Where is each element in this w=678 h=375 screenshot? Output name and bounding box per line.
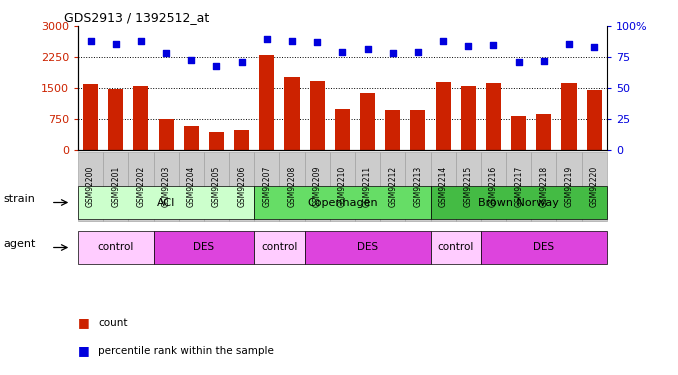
Text: ■: ■	[78, 316, 89, 329]
Text: GSM92218: GSM92218	[540, 166, 549, 207]
Bar	[461, 86, 476, 150]
Text: GSM92211: GSM92211	[363, 166, 372, 207]
Bar	[536, 114, 551, 150]
Bar	[108, 88, 123, 150]
Text: GSM92213: GSM92213	[414, 166, 422, 207]
Bar	[310, 81, 325, 150]
Text: GSM92215: GSM92215	[464, 166, 473, 207]
Text: Copenhagen: Copenhagen	[307, 198, 378, 207]
Point	[362, 45, 373, 51]
Bar	[435, 82, 451, 150]
Text: GSM92204: GSM92204	[187, 166, 196, 207]
Text: control: control	[261, 243, 298, 252]
Text: GSM92202: GSM92202	[136, 166, 145, 207]
Text: DES: DES	[193, 243, 214, 252]
Point	[387, 51, 398, 57]
Point	[161, 51, 172, 57]
Bar	[259, 55, 275, 150]
Text: ■: ■	[78, 344, 89, 357]
Bar	[360, 93, 375, 150]
Point	[85, 38, 96, 44]
Bar	[285, 77, 300, 150]
Text: control: control	[98, 243, 134, 252]
Point	[211, 63, 222, 69]
Text: control: control	[437, 243, 474, 252]
Point	[538, 58, 549, 64]
Text: percentile rank within the sample: percentile rank within the sample	[98, 346, 274, 355]
Text: DES: DES	[357, 243, 378, 252]
Bar	[134, 86, 148, 150]
Bar	[586, 90, 602, 150]
Point	[412, 49, 423, 55]
Text: GSM92220: GSM92220	[590, 166, 599, 207]
Text: GSM92219: GSM92219	[565, 166, 574, 207]
Point	[136, 38, 146, 44]
Text: GSM92206: GSM92206	[237, 166, 246, 207]
Text: GSM92212: GSM92212	[388, 166, 397, 207]
Point	[186, 57, 197, 63]
Text: GSM92216: GSM92216	[489, 166, 498, 207]
Bar	[234, 130, 250, 150]
Bar	[410, 110, 426, 150]
Bar	[159, 119, 174, 150]
Text: count: count	[98, 318, 128, 327]
Text: ACI: ACI	[157, 198, 176, 207]
Point	[438, 38, 449, 44]
Point	[463, 43, 474, 49]
Bar	[209, 132, 224, 150]
Text: GSM92205: GSM92205	[212, 166, 221, 207]
Bar	[486, 83, 501, 150]
Text: agent: agent	[3, 239, 36, 249]
Text: Brown Norway: Brown Norway	[478, 198, 559, 207]
Text: GSM92210: GSM92210	[338, 166, 347, 207]
Point	[589, 44, 599, 50]
Text: GSM92203: GSM92203	[161, 166, 171, 207]
Text: GSM92214: GSM92214	[439, 166, 447, 207]
Text: DES: DES	[534, 243, 555, 252]
Point	[236, 59, 247, 65]
Point	[287, 38, 298, 44]
Bar	[511, 116, 526, 150]
Text: GSM92209: GSM92209	[313, 166, 321, 207]
Point	[262, 36, 273, 42]
Text: GDS2913 / 1392512_at: GDS2913 / 1392512_at	[64, 11, 210, 24]
Bar	[335, 109, 350, 150]
Text: GSM92200: GSM92200	[86, 166, 95, 207]
Point	[312, 39, 323, 45]
Point	[488, 42, 499, 48]
Text: GSM92201: GSM92201	[111, 166, 120, 207]
Point	[513, 59, 524, 65]
Point	[563, 40, 574, 46]
Bar	[83, 84, 98, 150]
Text: GSM92208: GSM92208	[287, 166, 296, 207]
Text: GSM92207: GSM92207	[262, 166, 271, 207]
Point	[337, 49, 348, 55]
Bar	[385, 110, 400, 150]
Bar	[184, 126, 199, 150]
Bar	[561, 83, 576, 150]
Text: strain: strain	[3, 194, 35, 204]
Text: GSM92217: GSM92217	[514, 166, 523, 207]
Point	[111, 40, 121, 46]
